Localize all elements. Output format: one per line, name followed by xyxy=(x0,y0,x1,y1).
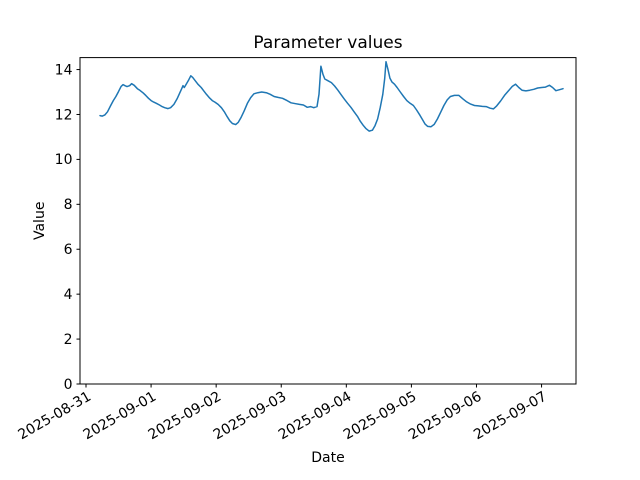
x-tick-label: 2025-09-02 xyxy=(146,389,224,444)
x-axis-label: Date xyxy=(311,450,344,466)
y-tick-label: 10 xyxy=(55,152,73,168)
y-tick-label: 0 xyxy=(64,377,73,393)
x-tick-label: 2025-09-03 xyxy=(211,389,289,444)
x-tick-label: 2025-09-04 xyxy=(276,389,355,444)
x-tick-label: 2025-09-07 xyxy=(471,389,549,444)
y-tick-label: 6 xyxy=(64,242,73,258)
x-tick-label: 2025-09-01 xyxy=(81,389,159,444)
y-tick-label: 8 xyxy=(64,197,73,213)
chart-title: Parameter values xyxy=(253,33,402,53)
y-tick-label: 14 xyxy=(55,62,73,78)
y-axis-label: Value xyxy=(32,202,48,240)
x-tick-label: 2025-09-05 xyxy=(341,389,419,444)
axes-frame xyxy=(79,57,577,385)
plot-area xyxy=(80,57,576,384)
y-axis-ticks: 0 2 4 6 8 10 12 14 xyxy=(55,62,80,393)
x-tick-label: 2025-09-06 xyxy=(406,389,485,444)
y-tick-label: 12 xyxy=(55,107,73,123)
x-axis-ticks: 2025-08-312025-09-012025-09-022025-09-03… xyxy=(16,384,550,443)
y-tick-label: 2 xyxy=(64,332,73,348)
x-tick-label: 2025-08-31 xyxy=(16,389,94,444)
data-series-line xyxy=(99,60,564,132)
y-tick-label: 4 xyxy=(64,287,73,303)
